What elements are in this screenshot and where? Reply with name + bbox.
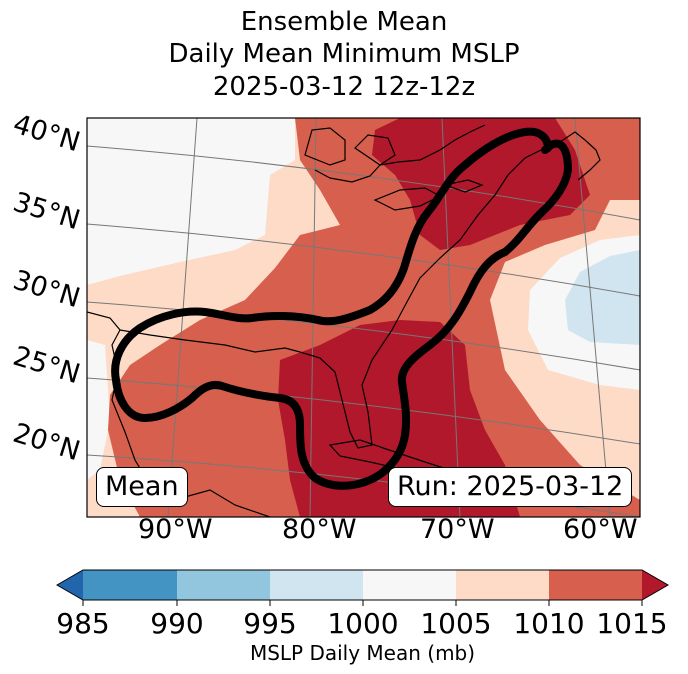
colorbar — [55, 569, 670, 606]
coastline-gulf-and-atlantic — [119, 131, 601, 449]
colorbar-bin-995-1000 — [270, 570, 363, 600]
title-line-1: Ensemble Mean — [240, 7, 448, 37]
parallel-30n — [87, 301, 640, 371]
lon-label-90w: 90°W — [138, 514, 213, 545]
lon-label-70w: 70°W — [420, 514, 495, 545]
colorbar-bin-985-990 — [83, 570, 177, 600]
parallel-35n — [87, 223, 640, 297]
coastline-great-lakes-shore — [314, 124, 486, 183]
colorbar-tick-1010: 1010 — [513, 607, 585, 640]
lake-huron — [354, 134, 396, 166]
field-1000-1005-west — [87, 340, 110, 480]
run-label-box: Run: 2025-03-12 — [388, 467, 633, 507]
lon-label-80w: 80°W — [282, 514, 357, 545]
colorbar-bin-1010-1015 — [549, 570, 642, 600]
colorbar-tick-1015: 1015 — [596, 607, 668, 640]
meridian-60w — [574, 118, 611, 517]
parallel-25n — [87, 377, 640, 445]
meridian-90w — [167, 118, 198, 517]
title-line-3: 2025-03-12 12z-12z — [212, 72, 476, 102]
parallel-40n — [87, 145, 640, 221]
colorbar-tick-995: 995 — [243, 607, 297, 640]
colorbar-label: MSLP Daily Mean (mb) — [249, 641, 476, 665]
lon-label-60w: 60°W — [563, 514, 638, 545]
colorbar-ticks — [82, 600, 643, 606]
colorbar-bin-1005-1010 — [456, 570, 549, 600]
lake-michigan — [304, 127, 346, 166]
lake-ontario — [442, 179, 484, 193]
colorbar-extend-high — [642, 570, 668, 600]
colorbar-tick-1000: 1000 — [327, 607, 399, 640]
title-line-2: Daily Mean Minimum MSLP — [168, 39, 520, 69]
contour-outline — [111, 127, 572, 490]
colorbar-bin-990-995 — [177, 570, 270, 600]
mean-label-box: Mean — [96, 467, 188, 507]
map-panel — [87, 118, 640, 517]
map-frame — [86, 117, 641, 518]
field-995-1000-east — [565, 250, 640, 345]
colorbar-tick-990: 990 — [150, 607, 204, 640]
colorbar-bin-1000-1005 — [363, 570, 456, 600]
colorbar-tick-985: 985 — [56, 607, 110, 640]
colorbar-extend-low — [57, 570, 83, 600]
colorbar-tick-1005: 1005 — [420, 607, 492, 640]
